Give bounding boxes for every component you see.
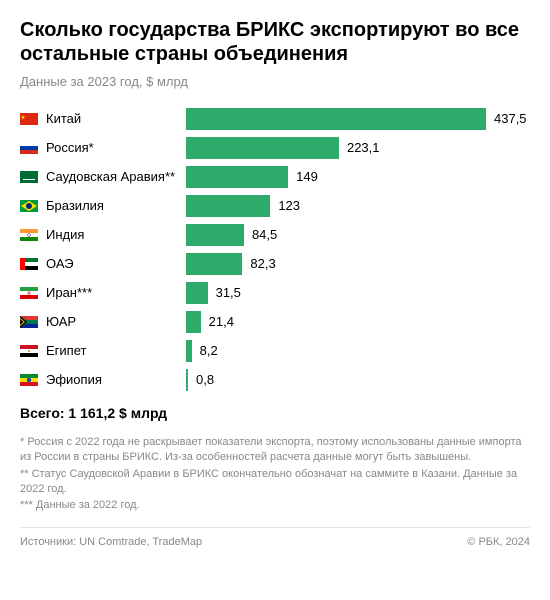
flag-icon [20, 200, 38, 212]
bar-track: 21,4 [186, 311, 530, 333]
country-label: Египет [46, 343, 186, 358]
bar [186, 282, 208, 304]
bar [186, 311, 201, 333]
bar-value: 31,5 [216, 285, 241, 300]
bar [186, 340, 192, 362]
chart-subtitle: Данные за 2023 год, $ млрд [20, 74, 530, 89]
bar-track: 31,5 [186, 282, 530, 304]
flag-icon [20, 316, 38, 328]
chart-title: Сколько государства БРИКС экспортируют в… [20, 18, 530, 66]
country-label: ОАЭ [46, 256, 186, 271]
chart-row: Бразилия 123 [20, 192, 530, 219]
chart-row: ЮАР 21,4 [20, 308, 530, 335]
flag-icon [20, 113, 38, 125]
bar-value: 21,4 [209, 314, 234, 329]
chart-footer: Источники: UN Comtrade, TradeMap © РБК, … [20, 527, 530, 548]
bar-value: 84,5 [252, 227, 277, 242]
country-label: Китай [46, 111, 186, 126]
chart-row: Индия 84,5 [20, 221, 530, 248]
bar-value: 0,8 [196, 372, 214, 387]
bar [186, 195, 270, 217]
chart-row: Китай 437,5 [20, 105, 530, 132]
country-label: Иран*** [46, 285, 186, 300]
chart-row: Иран*** 31,5 [20, 279, 530, 306]
chart-row: ОАЭ 82,3 [20, 250, 530, 277]
bar-value: 149 [296, 169, 318, 184]
bar-value: 8,2 [200, 343, 218, 358]
copyright-label: © РБК, 2024 [467, 536, 530, 548]
bar-track: 82,3 [186, 253, 530, 275]
flag-icon [20, 345, 38, 357]
bar-track: 437,5 [186, 108, 530, 130]
flag-icon [20, 287, 38, 299]
bar [186, 108, 486, 130]
bar [186, 253, 242, 275]
flag-icon [20, 229, 38, 241]
bar [186, 224, 244, 246]
country-label: ЮАР [46, 314, 186, 329]
bar-chart: Китай 437,5 Россия* 223,1 Саудовская Аравия*… [20, 105, 530, 393]
footnote: * Россия с 2022 года не раскрывает показ… [20, 435, 530, 465]
chart-row: Эфиопия 0,8 [20, 366, 530, 393]
chart-row: Саудовская Аравия** 149 [20, 163, 530, 190]
footnote: *** Данные за 2022 год. [20, 498, 530, 513]
sources-label: Источники: UN Comtrade, TradeMap [20, 536, 202, 548]
bar-track: 84,5 [186, 224, 530, 246]
chart-row: Египет 8,2 [20, 337, 530, 364]
bar-track: 0,8 [186, 369, 530, 391]
flag-icon [20, 142, 38, 154]
flag-icon [20, 171, 38, 183]
country-label: Индия [46, 227, 186, 242]
chart-row: Россия* 223,1 [20, 134, 530, 161]
bar-value: 223,1 [347, 140, 380, 155]
country-label: Эфиопия [46, 372, 186, 387]
bar-track: 223,1 [186, 137, 530, 159]
bar [186, 369, 188, 391]
flag-icon [20, 258, 38, 270]
country-label: Россия* [46, 140, 186, 155]
country-label: Саудовская Аравия** [46, 169, 186, 184]
bar-value: 437,5 [494, 111, 527, 126]
bar [186, 137, 339, 159]
bar-track: 149 [186, 166, 530, 188]
footnotes: * Россия с 2022 года не раскрывает показ… [20, 435, 530, 513]
bar-track: 8,2 [186, 340, 530, 362]
footnote: ** Статус Саудовской Аравии в БРИКС окон… [20, 467, 530, 497]
flag-icon [20, 374, 38, 386]
bar [186, 166, 288, 188]
total-label: Всего: 1 161,2 $ млрд [20, 405, 530, 421]
bar-track: 123 [186, 195, 530, 217]
bar-value: 82,3 [250, 256, 275, 271]
bar-value: 123 [278, 198, 300, 213]
country-label: Бразилия [46, 198, 186, 213]
